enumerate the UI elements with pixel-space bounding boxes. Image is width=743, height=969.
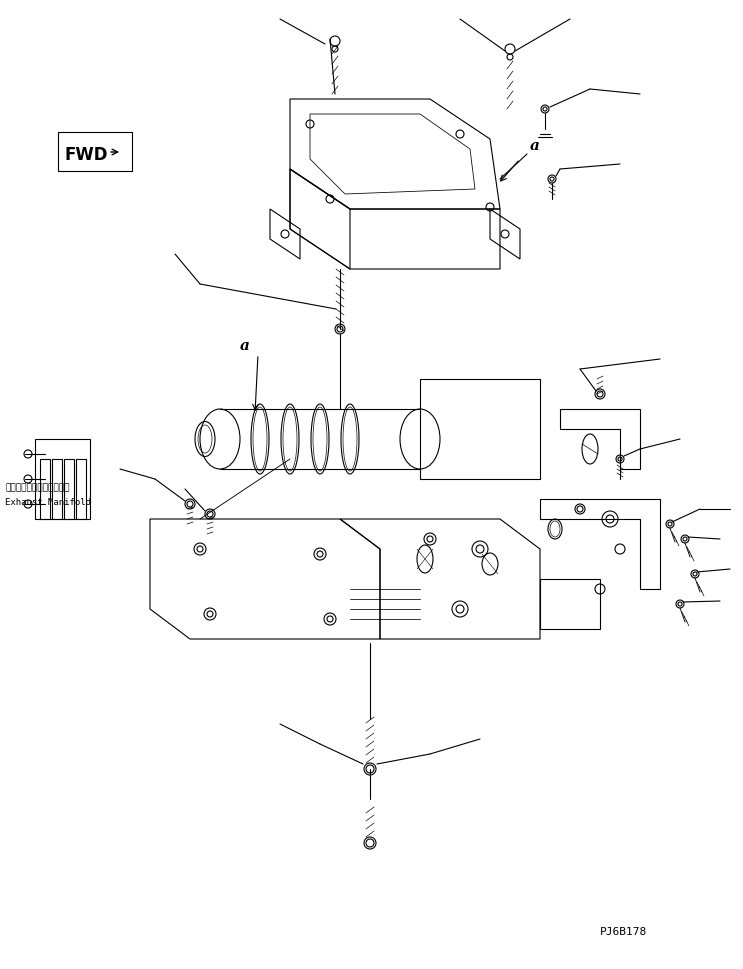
Bar: [64, 459, 74, 519]
Text: FWD: FWD: [65, 146, 108, 164]
Text: a: a: [240, 338, 250, 353]
Bar: [76, 459, 86, 519]
Bar: [40, 459, 50, 519]
Bar: [52, 459, 62, 519]
Text: エキゾーストマニホールド: エキゾーストマニホールド: [5, 483, 70, 491]
Text: Exhaust Manifold: Exhaust Manifold: [5, 497, 91, 507]
Text: a: a: [530, 139, 540, 153]
Text: PJ6B178: PJ6B178: [600, 926, 647, 936]
